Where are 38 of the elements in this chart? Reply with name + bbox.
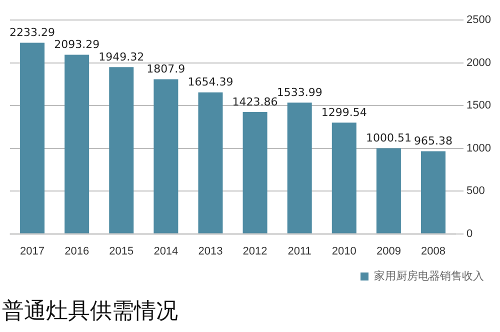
bar bbox=[332, 122, 356, 234]
data-label: 1299.54 bbox=[321, 106, 367, 120]
x-tick-label: 2016 bbox=[64, 245, 90, 258]
x-tick-label: 2009 bbox=[376, 245, 401, 258]
bar bbox=[109, 67, 134, 234]
data-label: 2233.29 bbox=[10, 26, 56, 40]
data-label: 2093.29 bbox=[54, 38, 100, 52]
bar bbox=[287, 102, 312, 234]
data-label: 1423.86 bbox=[232, 95, 278, 108]
data-label: 1949.32 bbox=[98, 50, 144, 64]
x-tick-label: 2014 bbox=[154, 245, 178, 258]
data-label: 1533.99 bbox=[276, 86, 322, 99]
data-label: 1000.51 bbox=[366, 132, 412, 145]
y-tick-label: 2500 bbox=[466, 14, 492, 26]
x-tick-label: 2012 bbox=[242, 245, 268, 258]
legend-label: 家用厨房电器销售收入 bbox=[374, 270, 484, 283]
data-label: 965.38 bbox=[414, 134, 453, 148]
y-tick-label: 1500 bbox=[466, 100, 492, 112]
y-tick-label: 0 bbox=[466, 228, 473, 240]
x-tick-label: 2015 bbox=[109, 245, 134, 258]
y-tick-label: 1000 bbox=[466, 142, 492, 154]
bar bbox=[376, 148, 401, 234]
bar bbox=[242, 112, 268, 234]
bar bbox=[64, 54, 90, 234]
y-tick-label: 2000 bbox=[466, 56, 492, 69]
x-tick-label: 2011 bbox=[288, 245, 312, 258]
x-tick-label: 2017 bbox=[20, 245, 45, 258]
x-tick-label: 2008 bbox=[421, 245, 446, 258]
bar bbox=[198, 92, 223, 234]
bar bbox=[154, 79, 178, 234]
y-tick-label: 500 bbox=[466, 185, 485, 198]
bar bbox=[421, 151, 446, 234]
data-label: 1807.9 bbox=[146, 62, 186, 76]
x-tick-label: 2013 bbox=[198, 245, 223, 258]
data-label: 1654.39 bbox=[188, 76, 234, 89]
bar bbox=[20, 42, 45, 234]
text: 普通灶具供需情况 bbox=[2, 296, 178, 326]
x-tick-label: 2010 bbox=[332, 245, 356, 258]
